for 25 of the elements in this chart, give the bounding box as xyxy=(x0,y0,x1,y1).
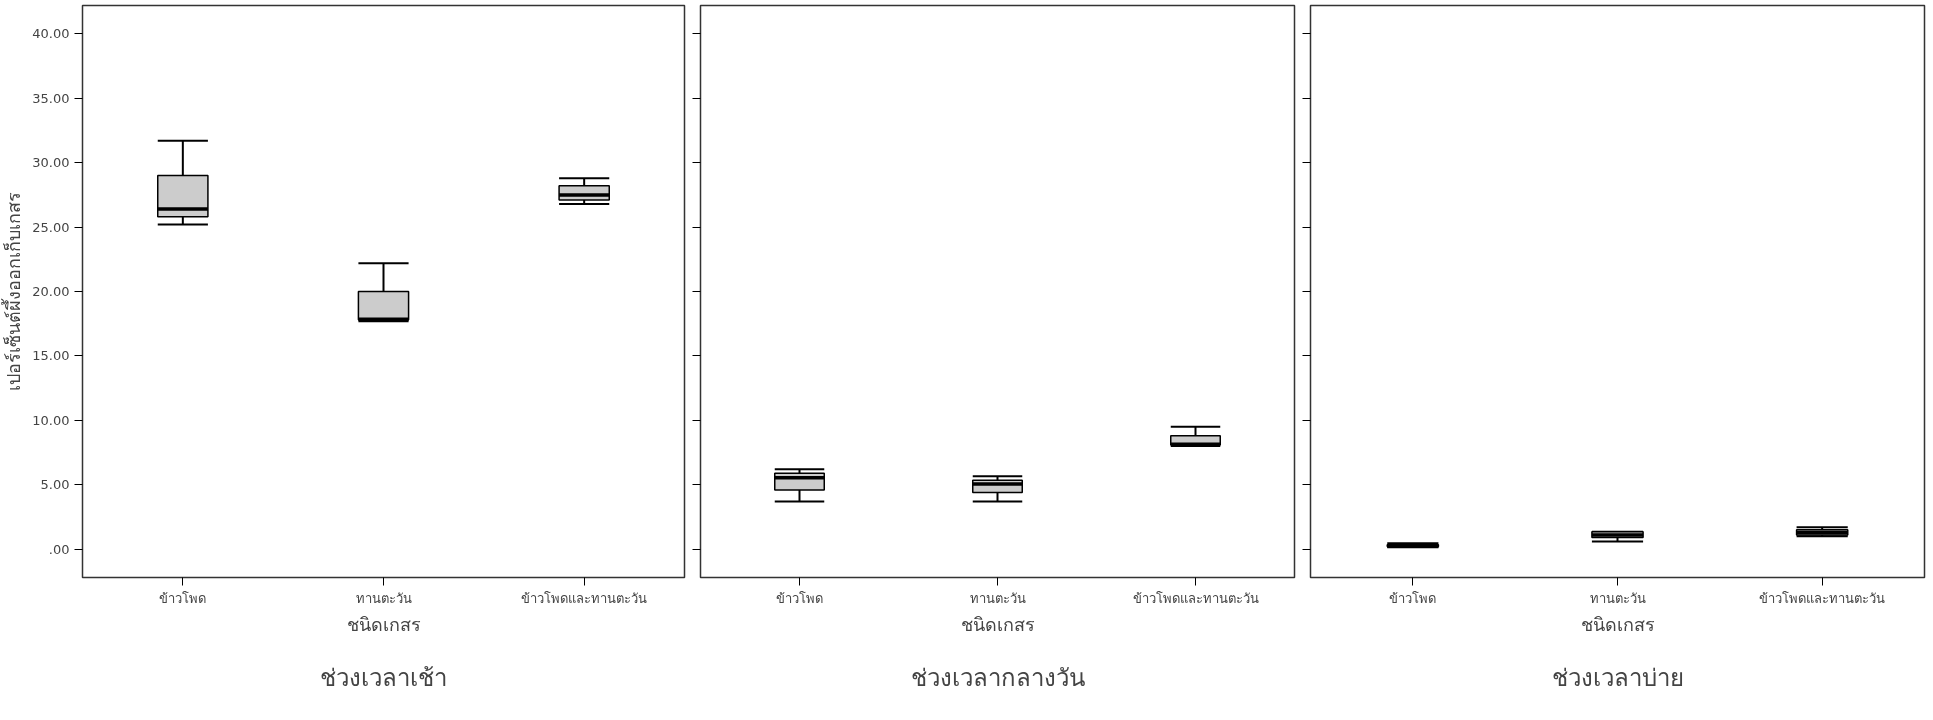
x-tick-label: ข้าวโพดและทานตะวัน xyxy=(1759,590,1886,606)
x-tick-label: ทานตะวัน xyxy=(1589,590,1646,606)
y-tick-label: 35.00 xyxy=(32,90,70,106)
x-axis-title: ชนิดเกสร xyxy=(1580,613,1655,635)
x-tick-label: ทานตะวัน xyxy=(969,590,1026,606)
text: ช่วงเวลากลางวัน xyxy=(910,664,1085,691)
x-tick-label: ข้าวโพดและทานตะวัน xyxy=(1132,590,1259,606)
x-tick-label: ข้าวโพดและทานตะวัน xyxy=(521,590,648,606)
text: ช่วงเวลาบ่าย xyxy=(1551,664,1684,691)
x-tick-label: ข้าวโพด xyxy=(159,590,207,606)
y-axis-title: เปอร์เซ็นต์ผึ้งออกเก็บเกสร xyxy=(1,192,25,391)
x-axis-title: ชนิดเกสร xyxy=(346,613,421,635)
x-tick-label: ข้าวโพด xyxy=(1389,590,1437,606)
y-tick-label: 5.00 xyxy=(40,477,70,493)
x-tick-label: ข้าวโพด xyxy=(776,590,823,606)
y-tick-label: 30.00 xyxy=(32,155,70,171)
text: ช่วงเวลาเช้า xyxy=(320,664,447,691)
y-tick-label: 40.00 xyxy=(32,26,70,42)
y-tick-label: 20.00 xyxy=(32,284,70,299)
y-tick-label: 25.00 xyxy=(32,219,70,235)
x-tick-label: ทานตะวัน xyxy=(355,590,412,606)
y-tick-label: 10.00 xyxy=(32,412,70,428)
x-axis-title: ชนิดเกสร xyxy=(960,613,1035,635)
y-tick-label: 15.00 xyxy=(32,348,70,364)
y-tick-label: .00 xyxy=(48,541,70,557)
